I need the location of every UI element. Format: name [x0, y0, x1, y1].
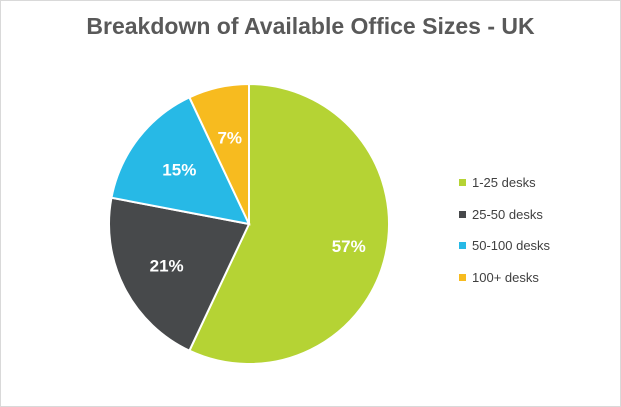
pie-slice-50-100-desks	[110, 95, 251, 226]
data-label: 21%	[150, 256, 184, 275]
legend-swatch	[459, 179, 466, 187]
data-label: 15%	[162, 160, 196, 179]
legend-item: 100+ desks	[459, 262, 550, 294]
legend-swatch	[459, 273, 466, 281]
legend-item: 1-25 desks	[459, 167, 550, 199]
legend-item: 50-100 desks	[459, 230, 550, 262]
pie-data-labels: 57% 21% 15% 7%	[150, 128, 366, 275]
legend-label: 1-25 desks	[472, 175, 536, 191]
pie-slices	[108, 82, 390, 365]
legend-label: 25-50 desks	[472, 206, 543, 222]
pie-slice-1-25-desks	[188, 82, 390, 365]
legend-item: 25-50 desks	[459, 199, 550, 231]
data-label: 7%	[217, 128, 242, 147]
legend-label: 100+ desks	[472, 269, 539, 285]
chart-title: Breakdown of Available Office Sizes - UK	[86, 13, 535, 39]
pie-slice-100-desks	[188, 82, 250, 225]
legend-swatch	[459, 210, 466, 218]
chart-legend: 1-25 desks 25-50 desks 50-100 desks 100+ de…	[459, 167, 550, 293]
legend-label: 50-100 desks	[472, 238, 551, 254]
legend-swatch	[459, 242, 466, 250]
pie-slice-25-50-desks	[108, 196, 251, 353]
data-label: 57%	[332, 237, 366, 256]
